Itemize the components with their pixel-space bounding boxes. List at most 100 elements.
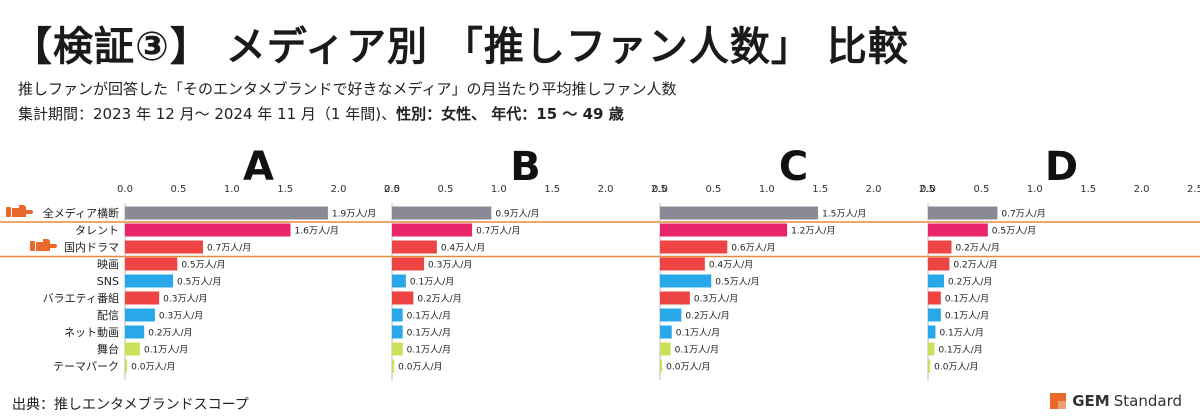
axis-tick-label: 2.5 [1187,184,1200,195]
data-label: 0.0万人/月 [398,362,442,373]
axis-tick-label: 2.0 [331,184,347,195]
bar [392,342,403,356]
data-label: 1.6万人/月 [295,226,339,237]
data-label: 0.1万人/月 [939,328,983,339]
data-label: 0.5万人/月 [992,226,1036,237]
axis-tick-label: 2.0 [1134,184,1150,195]
data-label: 0.2万人/月 [148,328,192,339]
bar [660,206,819,220]
data-label: 0.1万人/月 [144,345,188,356]
axis-tick-label: 0.0 [117,184,133,195]
page-title: 【検証③】 メディア別 「推しファン人数」 比較 [12,24,909,70]
data-label: 0.4万人/月 [441,243,485,254]
logo-gem-text: GEM [1072,392,1110,410]
data-label: 0.3万人/月 [694,294,738,305]
data-label: 0.3万人/月 [159,311,203,322]
panel-letter: C [779,144,808,190]
axis-tick-label: 0.5 [973,184,989,195]
pointing-hand-icon [30,239,57,251]
pointing-hand-icon [6,205,33,217]
data-label: 0.2万人/月 [955,243,999,254]
bar [392,359,395,373]
axis-tick-label: 0.5 [705,184,721,195]
bar [392,325,403,339]
bar [928,291,941,305]
bar [392,274,406,288]
data-label: 0.1万人/月 [945,294,989,305]
data-label: 0.0万人/月 [666,362,710,373]
data-label: 0.1万人/月 [675,345,719,356]
category-label: 国内ドラマ [64,240,119,254]
data-label: 1.5万人/月 [822,209,866,220]
bar [125,325,145,339]
bar [660,325,672,339]
bar [125,274,174,288]
bar [125,291,160,305]
data-label: 0.5万人/月 [181,260,225,271]
bar [928,274,945,288]
data-label: 1.9万人/月 [332,209,376,220]
category-label: 映画 [97,258,119,271]
axis-tick-label: 1.5 [812,184,828,195]
axis-tick-label: 1.5 [1080,184,1096,195]
data-label: 0.1万人/月 [407,311,451,322]
bar [392,308,403,322]
bar [928,342,935,356]
category-label: タレント [75,224,119,237]
bar [660,342,671,356]
data-label: 0.4万人/月 [709,260,753,271]
category-label: テーマパーク [53,360,119,373]
bar [660,291,690,305]
data-label: 0.9万人/月 [495,209,539,220]
brand-logo: GEM Standard [1050,392,1182,410]
axis-tick-label: 0.0 [920,184,936,195]
axis-tick-label: 0.5 [170,184,186,195]
bar [125,257,178,271]
category-label: SNS [97,275,119,288]
bar [928,240,952,254]
panel-letter: A [243,144,274,190]
data-label: 0.1万人/月 [676,328,720,339]
bar [660,359,663,373]
bar [125,240,203,254]
axis-tick-label: 0.5 [437,184,453,195]
bar [392,257,425,271]
data-label: 0.3万人/月 [428,260,472,271]
bar [392,206,492,220]
bar [125,308,155,322]
bar [125,342,140,356]
data-label: 0.7万人/月 [1001,209,1045,220]
category-label: 配信 [97,309,119,322]
axis-tick-label: 2.0 [598,184,614,195]
category-label: 全メディア横断 [43,206,119,220]
page-subtitle: 推しファンが回答した「そのエンタメブランドで好きなメディア」の月当たり平均推しフ… [18,80,677,98]
data-label: 0.6万人/月 [731,243,775,254]
axis-tick-label: 2.5 [384,184,400,195]
logo-standard-text: Standard [1113,392,1182,410]
gem-logo-icon [1050,393,1067,409]
data-label: 0.7万人/月 [476,226,520,237]
bar [660,308,682,322]
bar [928,257,950,271]
bar [125,206,328,220]
bar [928,308,941,322]
filter-text: 性別：女性、 年代：15 〜 49 歳 [396,105,624,123]
bar [928,223,988,237]
bar [125,359,128,373]
bar [125,223,291,237]
axis-tick-label: 0.0 [652,184,668,195]
panel-letter: D [1045,144,1078,190]
axis-tick-label: 1.5 [544,184,560,195]
category-label: 舞台 [97,342,119,356]
bar [392,291,414,305]
axis-tick-label: 1.0 [224,184,240,195]
bar [660,257,705,271]
data-label: 0.7万人/月 [207,243,251,254]
source-note: 出典：推しエンタメブランドスコープ [12,397,249,413]
data-label: 0.0万人/月 [934,362,978,373]
data-label: 0.2万人/月 [685,311,729,322]
data-label: 0.1万人/月 [407,345,451,356]
data-label: 0.1万人/月 [407,328,451,339]
data-label: 0.5万人/月 [715,277,759,288]
